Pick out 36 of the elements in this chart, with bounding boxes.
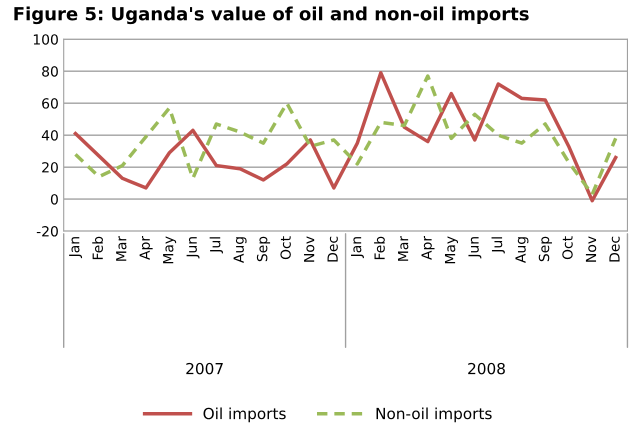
x-tick-label: Feb	[374, 236, 385, 260]
x-tick-label: May	[444, 236, 458, 264]
x-tick-label: Oct	[280, 236, 291, 260]
x-tick-label: Jun	[186, 237, 200, 258]
text: 2008	[468, 362, 505, 374]
x-tick-label: Jun	[468, 237, 482, 258]
legend-label: Oil imports	[204, 407, 286, 422]
y-tick-label: 0	[50, 194, 58, 205]
x-tick-label: Aug	[515, 237, 528, 263]
text: 2007	[186, 362, 223, 374]
x-tick-label: Sep	[256, 236, 270, 262]
y-tick-label: 100	[34, 34, 58, 45]
chart-title: Figure 5: Uganda's value of oil and non-oil imports	[14, 6, 529, 24]
y-tick-label: -20	[36, 226, 58, 237]
x-tick-label: Mar	[398, 236, 408, 261]
x-tick-label: Oct	[562, 236, 573, 260]
x-tick-label: Nov	[304, 236, 314, 262]
x-tick-label: Mar	[116, 236, 126, 261]
x-tick-label: Sep	[538, 236, 552, 262]
x-tick-label: Dec	[328, 236, 338, 262]
x-tick-label: Jul	[492, 237, 505, 254]
y-tick-label: 60	[42, 98, 58, 109]
x-tick-label: Nov	[586, 236, 596, 262]
x-tick-label: Jan	[69, 237, 82, 258]
x-tick-label: Aug	[234, 237, 247, 263]
x-tick-label: May	[163, 236, 176, 264]
y-tick-label: 40	[42, 130, 58, 141]
legend-label: Non-oil imports	[376, 407, 492, 422]
y-tick-label: 20	[42, 162, 58, 173]
x-tick-label: Apr	[140, 236, 153, 260]
x-tick-label: Apr	[421, 236, 435, 260]
x-tick-label: Dec	[609, 236, 620, 262]
x-tick-label: Feb	[92, 236, 103, 260]
x-tick-label: Jul	[210, 237, 223, 254]
x-tick-label: Jan	[351, 237, 364, 258]
y-tick-label: 80	[42, 66, 58, 77]
